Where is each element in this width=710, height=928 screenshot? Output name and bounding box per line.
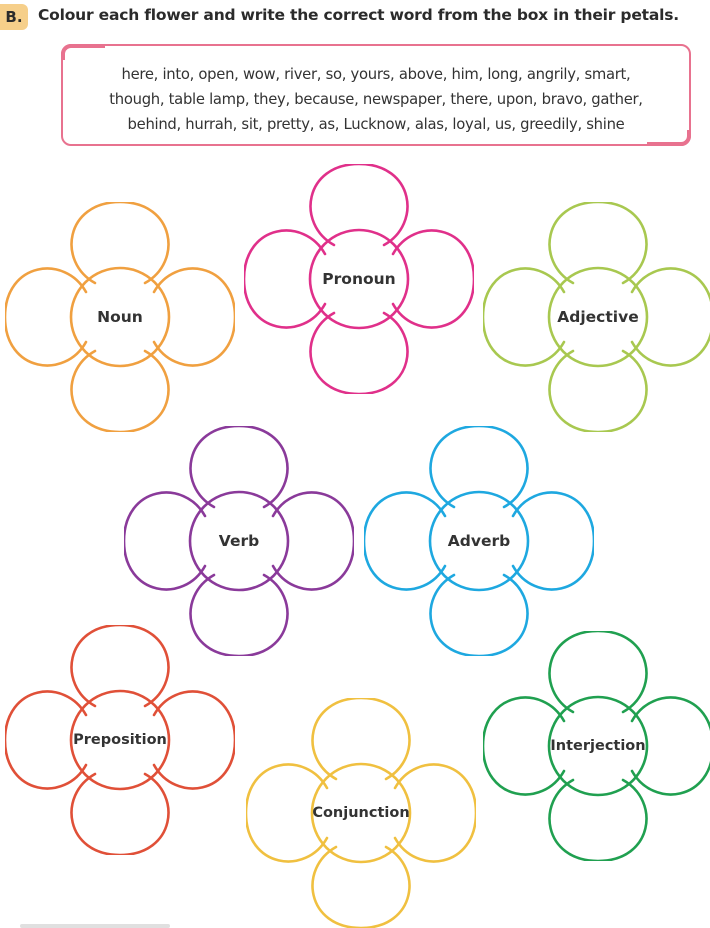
word-box-line-2: though, table lamp, they, because, newsp… xyxy=(109,91,643,108)
word-box-corner-decoration xyxy=(61,44,105,60)
flower-petal[interactable] xyxy=(393,763,476,863)
flower-outline[interactable] xyxy=(5,202,235,432)
flower-petal[interactable] xyxy=(548,349,648,432)
flower-petal[interactable] xyxy=(244,229,327,329)
flower-petal[interactable] xyxy=(271,491,354,591)
flower-petal[interactable] xyxy=(246,763,329,863)
flower-petal[interactable] xyxy=(5,267,88,367)
flower-centre[interactable] xyxy=(308,228,410,330)
flower-petal[interactable] xyxy=(548,202,648,285)
flower-petal[interactable] xyxy=(70,772,170,855)
flower-petal[interactable] xyxy=(311,845,411,928)
flower-adverb[interactable]: Adverb xyxy=(364,426,594,656)
flower-petal[interactable] xyxy=(630,267,710,367)
flower-outline[interactable] xyxy=(364,426,594,656)
flower-petal[interactable] xyxy=(309,311,409,394)
flower-verb[interactable]: Verb xyxy=(124,426,354,656)
bottom-divider xyxy=(20,924,170,928)
flower-interjection[interactable]: Interjection xyxy=(483,631,710,861)
flower-petal[interactable] xyxy=(429,426,529,509)
flower-petal[interactable] xyxy=(152,267,235,367)
flower-petal[interactable] xyxy=(70,202,170,285)
flower-preposition[interactable]: Preposition xyxy=(5,625,235,855)
flower-petal[interactable] xyxy=(124,491,207,591)
flower-petal[interactable] xyxy=(429,573,529,656)
flower-outline[interactable] xyxy=(483,202,710,432)
flower-petal[interactable] xyxy=(189,426,289,509)
flower-centre[interactable] xyxy=(188,490,290,592)
flower-adjective[interactable]: Adjective xyxy=(483,202,710,432)
flower-outline[interactable] xyxy=(5,625,235,855)
flower-outline[interactable] xyxy=(246,698,476,928)
flower-petal[interactable] xyxy=(309,164,409,247)
flower-centre[interactable] xyxy=(547,266,649,368)
flower-petal[interactable] xyxy=(548,778,648,861)
flower-petal[interactable] xyxy=(5,690,88,790)
flower-petal[interactable] xyxy=(364,491,447,591)
flower-conjunction[interactable]: Conjunction xyxy=(246,698,476,928)
flower-petal[interactable] xyxy=(548,631,648,714)
flower-petal[interactable] xyxy=(391,229,474,329)
word-box-line-1: here, into, open, wow, river, so, yours,… xyxy=(121,66,631,83)
word-box: here, into, open, wow, river, so, yours,… xyxy=(61,44,691,146)
flower-petal[interactable] xyxy=(483,267,566,367)
flower-petal[interactable] xyxy=(70,349,170,432)
flower-petal[interactable] xyxy=(70,625,170,708)
word-box-corner-decoration xyxy=(647,130,691,146)
flower-petal[interactable] xyxy=(189,573,289,656)
flower-outline[interactable] xyxy=(124,426,354,656)
flower-petal[interactable] xyxy=(630,696,710,796)
flower-petal[interactable] xyxy=(152,690,235,790)
exercise-letter-badge: B. xyxy=(0,4,28,30)
exercise-instruction: Colour each flower and write the correct… xyxy=(38,6,679,24)
flower-centre[interactable] xyxy=(547,695,649,797)
flower-petal[interactable] xyxy=(483,696,566,796)
flower-pronoun[interactable]: Pronoun xyxy=(244,164,474,394)
flower-noun[interactable]: Noun xyxy=(5,202,235,432)
flower-centre[interactable] xyxy=(428,490,530,592)
word-box-line-3: behind, hurrah, sit, pretty, as, Lucknow… xyxy=(127,116,625,133)
flower-petal[interactable] xyxy=(311,698,411,781)
flower-centre[interactable] xyxy=(69,689,171,791)
flower-petal[interactable] xyxy=(511,491,594,591)
flower-outline[interactable] xyxy=(483,631,710,861)
flower-centre[interactable] xyxy=(310,762,412,864)
exercise-header: B. Colour each flower and write the corr… xyxy=(0,0,710,34)
flower-outline[interactable] xyxy=(244,164,474,394)
flower-centre[interactable] xyxy=(69,266,171,368)
